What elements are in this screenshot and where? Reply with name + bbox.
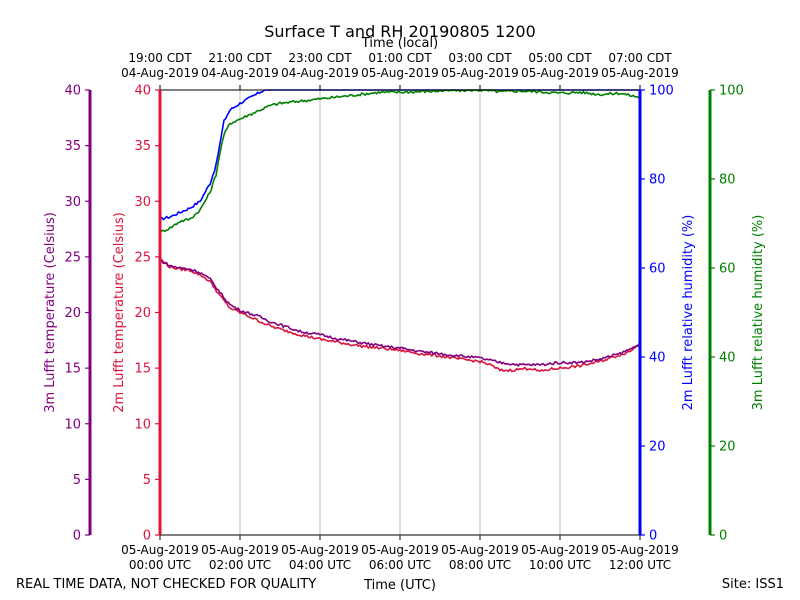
y-tick-label-rh2-3: 60 xyxy=(649,262,666,277)
y-tick-label-t3-5: 25 xyxy=(64,250,81,265)
y-tick-label-t2-1: 5 xyxy=(143,473,151,488)
site-label: Site: ISS1 xyxy=(722,577,784,592)
x-tick-label-top-date-6: 05-Aug-2019 xyxy=(601,66,679,80)
y-tick-label-rh2-0: 0 xyxy=(649,529,657,544)
y-axis-label-t3: 3m Lufft temperature (Celsius) xyxy=(43,212,58,413)
y-tick-label-rh3-5: 100 xyxy=(719,84,744,99)
y-tick-label-rh2-2: 40 xyxy=(649,351,666,366)
x-tick-label-bottom-time-4: 08:00 UTC xyxy=(449,558,511,572)
top-axis-label: Time (local) xyxy=(361,36,438,51)
bottom-axis-label: Time (UTC) xyxy=(363,578,436,593)
y-tick-label-t2-0: 0 xyxy=(143,529,151,544)
y-axis-label-t2: 2m Lufft temperature (Celsius) xyxy=(112,212,127,413)
chart-title: Surface T and RH 20190805 1200 xyxy=(264,22,536,41)
x-tick-label-bottom-date-6: 05-Aug-2019 xyxy=(601,543,679,557)
x-tick-label-top-date-1: 04-Aug-2019 xyxy=(201,66,279,80)
y-tick-label-t3-1: 5 xyxy=(73,473,81,488)
x-tick-label-top-date-5: 05-Aug-2019 xyxy=(521,66,599,80)
x-tick-label-bottom-date-3: 05-Aug-2019 xyxy=(361,543,439,557)
quality-disclaimer: REAL TIME DATA, NOT CHECKED FOR QUALITY xyxy=(16,577,316,592)
x-tick-label-bottom-date-1: 05-Aug-2019 xyxy=(201,543,279,557)
y-tick-label-t3-3: 15 xyxy=(64,362,81,377)
y-tick-label-t2-4: 20 xyxy=(134,306,151,321)
x-tick-label-bottom-time-1: 02:00 UTC xyxy=(209,558,271,572)
x-tick-label-bottom-time-6: 12:00 UTC xyxy=(609,558,671,572)
x-tick-label-bottom-date-0: 05-Aug-2019 xyxy=(121,543,199,557)
y-tick-label-t2-7: 35 xyxy=(134,139,151,154)
y-tick-label-t2-6: 30 xyxy=(134,195,151,210)
x-tick-label-top-time-4: 03:00 CDT xyxy=(448,51,512,65)
y-axis-label-rh3: 3m Lufft relative humidity (%) xyxy=(751,215,766,411)
y-tick-label-rh3-3: 60 xyxy=(719,262,736,277)
x-tick-label-top-time-6: 07:00 CDT xyxy=(608,51,672,65)
y-tick-label-t2-3: 15 xyxy=(134,362,151,377)
series-line-rh3 xyxy=(159,89,641,234)
y-tick-label-rh2-1: 20 xyxy=(649,440,666,455)
x-tick-label-top-time-0: 19:00 CDT xyxy=(128,51,192,65)
x-tick-label-bottom-time-5: 10:00 UTC xyxy=(529,558,591,572)
series-line-t2 xyxy=(159,258,641,373)
y-tick-label-rh3-2: 40 xyxy=(719,351,736,366)
x-tick-label-top-time-1: 21:00 CDT xyxy=(208,51,272,65)
y-tick-label-rh2-4: 80 xyxy=(649,173,666,188)
x-tick-label-top-time-3: 01:00 CDT xyxy=(368,51,432,65)
x-tick-label-bottom-date-2: 05-Aug-2019 xyxy=(281,543,359,557)
y-tick-label-rh3-0: 0 xyxy=(719,529,727,544)
y-axis-label-rh2: 2m Lufft relative humidity (%) xyxy=(681,215,696,411)
y-tick-label-rh3-1: 20 xyxy=(719,440,736,455)
x-tick-label-top-date-0: 04-Aug-2019 xyxy=(121,66,199,80)
y-tick-label-t3-7: 35 xyxy=(64,139,81,154)
y-tick-label-t3-0: 0 xyxy=(73,529,81,544)
y-tick-label-t3-2: 10 xyxy=(64,417,81,432)
x-tick-label-top-date-3: 05-Aug-2019 xyxy=(361,66,439,80)
grid xyxy=(239,90,561,535)
y-tick-label-t2-2: 10 xyxy=(134,417,151,432)
y-tick-label-rh3-4: 80 xyxy=(719,173,736,188)
y-tick-label-rh2-5: 100 xyxy=(649,84,674,99)
y-tick-label-t3-8: 40 xyxy=(64,84,81,99)
x-tick-label-top-date-2: 04-Aug-2019 xyxy=(281,66,359,80)
series-line-t3 xyxy=(159,259,641,367)
y-tick-label-t3-4: 20 xyxy=(64,306,81,321)
x-tick-label-bottom-time-0: 00:00 UTC xyxy=(129,558,191,572)
y-tick-label-t2-8: 40 xyxy=(134,84,151,99)
x-tick-label-bottom-date-5: 05-Aug-2019 xyxy=(521,543,599,557)
x-tick-label-top-time-5: 05:00 CDT xyxy=(528,51,592,65)
y-tick-label-t2-5: 25 xyxy=(134,250,151,265)
x-tick-label-top-time-2: 23:00 CDT xyxy=(288,51,352,65)
y-tick-label-t3-6: 30 xyxy=(64,195,81,210)
x-tick-label-top-date-4: 05-Aug-2019 xyxy=(441,66,519,80)
x-tick-label-bottom-time-2: 04:00 UTC xyxy=(289,558,351,572)
x-tick-label-bottom-time-3: 06:00 UTC xyxy=(369,558,431,572)
x-tick-label-bottom-date-4: 05-Aug-2019 xyxy=(441,543,519,557)
